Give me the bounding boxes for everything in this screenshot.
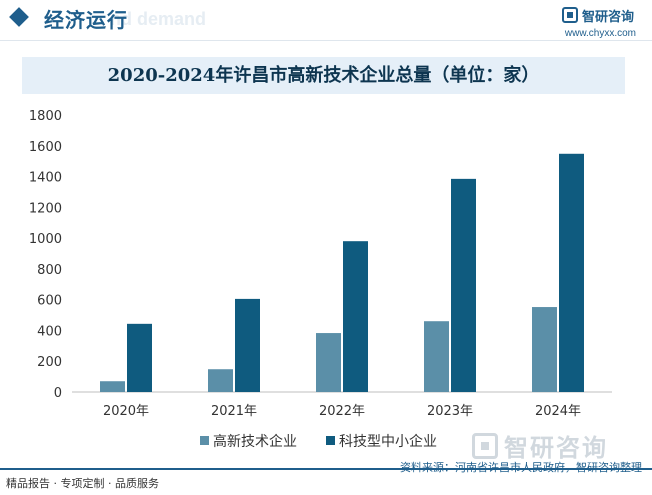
- site-url: www.chyxx.com: [564, 28, 636, 39]
- x-tick-label: 2024年: [535, 404, 581, 419]
- bar-high-tech-0: [100, 381, 125, 392]
- y-tick-label: 200: [37, 355, 62, 370]
- x-axis: 2020年 2021年 2022年 2023年 2024年: [72, 391, 612, 419]
- y-tick-label: 1600: [29, 140, 62, 155]
- brand-logo: 智研咨询: [561, 5, 634, 25]
- y-tick-label: 400: [37, 324, 62, 339]
- bar-high-tech-3: [424, 321, 449, 392]
- bar-sme-3: [451, 178, 476, 392]
- y-tick-label: 800: [37, 263, 62, 278]
- bar-high-tech-4: [532, 307, 557, 392]
- y-tick-label: 1400: [29, 171, 62, 186]
- bar-sme-4: [559, 153, 584, 392]
- brand-logo-icon: [561, 7, 578, 23]
- bar-sme-0: [127, 323, 152, 392]
- header: nd demand 经济运行 智研咨询 www.chyxx.com: [0, 0, 652, 40]
- y-tick-label: 1000: [29, 232, 62, 247]
- watermark-brand: 智研咨询: [504, 434, 608, 462]
- x-tick-label: 2020年: [103, 404, 149, 419]
- ghost-text: nd demand: [110, 9, 207, 29]
- bars: [100, 153, 584, 392]
- legend: 高新技术企业 科技型中小企业: [200, 433, 437, 450]
- chart-title: 2020-2024年许昌市高新技术企业总量（单位：家）: [107, 65, 540, 86]
- header-divider: [0, 40, 652, 41]
- footer-divider: [0, 468, 652, 470]
- x-tick-label: 2022年: [319, 404, 365, 419]
- bar-high-tech-2: [316, 333, 341, 392]
- legend-label: 高新技术企业: [213, 433, 297, 450]
- bar-sme-1: [235, 298, 260, 392]
- legend-swatch: [200, 436, 209, 445]
- y-axis: 0 200 400 600 800 1000 1200 1400 1600 1800: [29, 109, 62, 401]
- title-band: [22, 57, 625, 94]
- legend-swatch: [326, 436, 335, 445]
- section-title: 经济运行: [44, 8, 128, 32]
- footer-tagline: 精品报告 · 专项定制 · 品质服务: [6, 477, 159, 490]
- source-note: 资料来源：河南省许昌市人民政府，智研咨询整理: [400, 459, 642, 475]
- y-tick-label: 1200: [29, 201, 62, 216]
- x-tick-label: 2023年: [427, 404, 473, 419]
- y-tick-label: 600: [37, 294, 62, 309]
- y-tick-label: 1800: [29, 109, 62, 124]
- y-tick-label: 0: [54, 386, 62, 401]
- legend-label: 科技型中小企业: [339, 433, 437, 450]
- watermark-logo-icon: [472, 432, 498, 459]
- bar-high-tech-1: [208, 369, 233, 392]
- brand-name: 智研咨询: [581, 9, 634, 25]
- x-tick-label: 2021年: [211, 404, 257, 419]
- bar-sme-2: [343, 241, 368, 392]
- watermark-logo: 智研咨询: [472, 428, 608, 463]
